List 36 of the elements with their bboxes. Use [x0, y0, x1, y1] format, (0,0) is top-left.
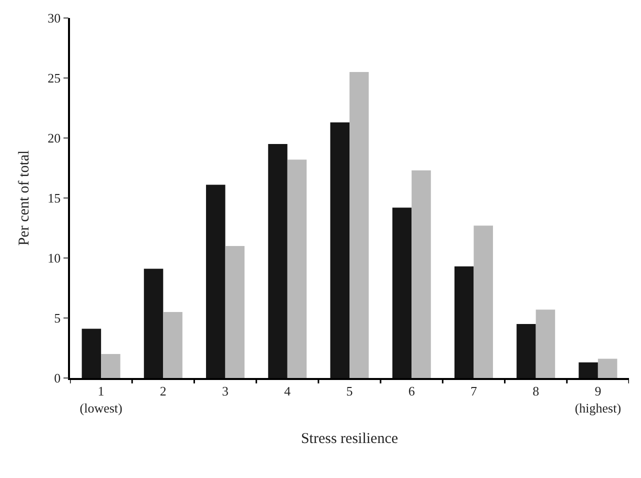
y-tick-label: 30: [48, 10, 61, 26]
x-axis-title: Stress resilience: [300, 430, 398, 447]
y-tick-label: 0: [54, 370, 61, 386]
bar: [454, 266, 474, 378]
bar: [598, 358, 618, 378]
bar: [412, 170, 431, 378]
x-tick-label: 4: [284, 383, 292, 398]
x-tick-label: 3: [222, 383, 229, 398]
bar: [392, 208, 412, 378]
y-tick-label: 20: [48, 130, 61, 146]
bar: [516, 324, 536, 378]
y-tick-label: 10: [48, 250, 61, 266]
bar: [350, 72, 369, 378]
bar: [163, 312, 182, 378]
bar: [268, 144, 288, 378]
bar: [578, 362, 598, 378]
bar: [287, 160, 307, 378]
bar: [536, 310, 556, 378]
x-tick-label: 8: [532, 383, 540, 398]
bar: [225, 246, 245, 378]
bar: [474, 226, 493, 378]
y-tick-label: 25: [48, 70, 61, 86]
bar: [101, 354, 120, 378]
x-tick-label: 9 (highest): [574, 383, 622, 416]
bar: [206, 184, 226, 378]
y-tick-label: 15: [48, 190, 61, 206]
bar: [144, 268, 164, 378]
x-tick-label: 7: [470, 383, 478, 398]
bar: [82, 328, 102, 378]
bar: [330, 122, 350, 378]
x-tick-label: 5: [346, 383, 353, 398]
x-tick-label: 2: [160, 383, 166, 398]
y-axis-title: Per cent of total: [16, 150, 32, 246]
y-tick-label: 5: [54, 310, 61, 326]
x-tick-label: 6: [408, 383, 416, 398]
x-tick-label: 1 (lowest): [80, 383, 122, 416]
